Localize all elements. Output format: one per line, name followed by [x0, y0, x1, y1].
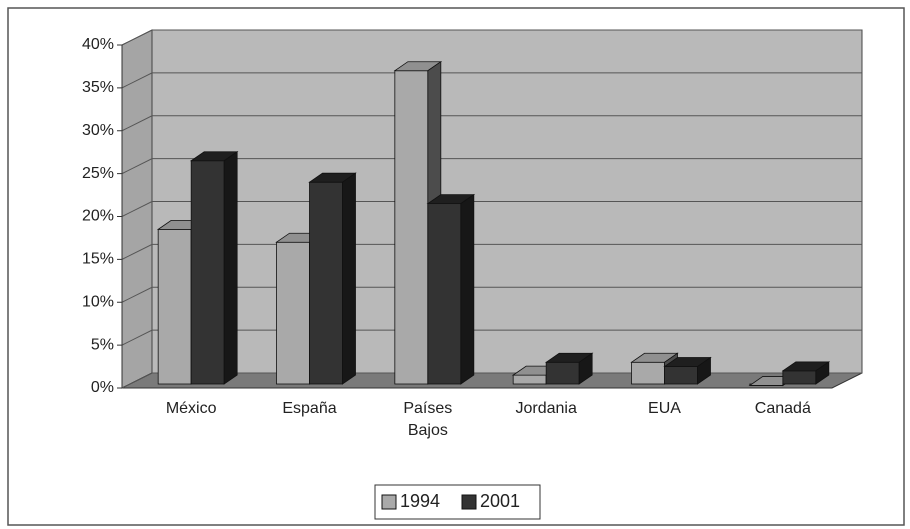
legend-swatch	[381, 494, 397, 510]
y-tick-label: 30%	[82, 122, 114, 139]
legend: 1994 2001	[374, 484, 541, 520]
grid-line	[121, 72, 862, 89]
bar-side	[342, 172, 356, 385]
grid-line	[121, 115, 862, 132]
x-tick-label: Canadá	[754, 400, 811, 417]
x-tick-label: México	[165, 400, 217, 417]
bar	[308, 172, 357, 385]
bar	[781, 361, 831, 385]
x-tick-label: México	[165, 400, 217, 417]
y-tick-label: 0%	[91, 379, 114, 396]
y-tick-label: 10%	[82, 293, 114, 310]
bar-front	[631, 361, 665, 385]
x-tick-label: EUA	[648, 400, 681, 417]
x-tick-label: Jordania	[515, 400, 577, 417]
bar-front	[512, 374, 547, 385]
y-tick-label: 15%	[82, 251, 114, 268]
grid-line	[121, 29, 862, 46]
bar	[189, 150, 239, 385]
bar	[663, 356, 712, 385]
y-tick-label: 20%	[82, 208, 114, 225]
x-tick-label: Canadá	[754, 400, 811, 417]
y-tick-label: 25%	[82, 165, 114, 182]
grid-line	[121, 372, 862, 389]
grid-line	[121, 286, 862, 303]
bar-side	[460, 193, 475, 385]
bar-front	[545, 361, 580, 385]
x-tick-label: EUA	[648, 400, 681, 417]
bar-side	[697, 356, 711, 385]
bar-side	[223, 150, 238, 385]
grid-line	[121, 329, 862, 346]
legend-swatch	[461, 494, 477, 510]
x-tick-label: España	[282, 400, 337, 417]
bar	[544, 352, 594, 385]
bar-front	[276, 241, 310, 385]
x-tick-label: Países Bajos	[403, 400, 453, 439]
grid-line	[121, 201, 862, 217]
grid-line	[121, 243, 862, 260]
bar-front	[782, 370, 817, 385]
y-tick-label: 5%	[91, 336, 114, 353]
legend-label: 1994	[400, 491, 440, 511]
x-tick-label: Jordania	[515, 400, 577, 417]
bar-front	[190, 160, 225, 385]
bar-front	[309, 181, 343, 385]
bar-front	[157, 228, 192, 385]
x-tick-label: Países Bajos	[403, 400, 453, 439]
legend-box	[374, 484, 541, 520]
y-tick-label: 35%	[82, 79, 114, 96]
bar-front	[664, 366, 698, 385]
x-tick-label: España	[282, 400, 337, 417]
bar-front	[394, 70, 429, 385]
legend-label: 2001	[480, 491, 520, 511]
bar	[426, 193, 476, 385]
bar-side	[815, 361, 830, 385]
bar-side	[578, 352, 593, 385]
bar-front	[427, 203, 462, 385]
y-tick-label: 40%	[82, 36, 114, 53]
grid-line	[121, 158, 862, 175]
